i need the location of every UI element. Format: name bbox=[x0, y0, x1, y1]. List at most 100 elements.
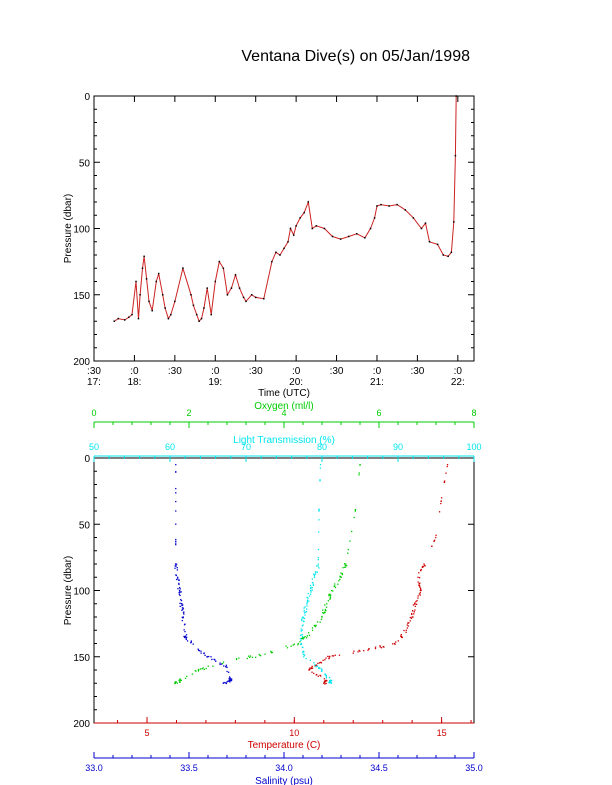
salinity-point bbox=[225, 665, 227, 668]
oxygen-point bbox=[238, 657, 240, 659]
x-tick-label-minute: :0 bbox=[211, 366, 220, 377]
data-point bbox=[242, 296, 245, 299]
salinity-point bbox=[228, 678, 230, 680]
data-point bbox=[164, 307, 166, 309]
salinity-point bbox=[184, 623, 186, 625]
x-tick-label-minute: :0 bbox=[130, 366, 139, 377]
light-point bbox=[303, 651, 305, 653]
oxygen-point bbox=[359, 464, 361, 466]
temperature-point bbox=[435, 534, 437, 536]
oxygen-point bbox=[341, 573, 343, 575]
oxygen-point bbox=[327, 600, 329, 602]
data-point bbox=[299, 217, 301, 219]
data-point bbox=[113, 320, 115, 322]
salinity-point bbox=[215, 660, 217, 662]
temperature-point bbox=[412, 604, 415, 606]
data-point bbox=[155, 280, 158, 283]
oxygen-axis-tick-label: 4 bbox=[281, 408, 286, 418]
temperature-point bbox=[323, 681, 325, 683]
time-series-chart: 050100150200:3017::018::30:019::30:020::… bbox=[63, 92, 475, 399]
oxygen-axis-tick-label: 8 bbox=[471, 408, 476, 418]
temperature-point bbox=[315, 674, 317, 676]
salinity-point bbox=[181, 609, 183, 611]
y-tick-label: 0 bbox=[84, 454, 90, 465]
light-point bbox=[315, 666, 317, 668]
oxygen-point bbox=[201, 668, 203, 670]
light-point bbox=[318, 510, 320, 512]
data-point bbox=[161, 294, 164, 296]
salinity-point bbox=[181, 616, 183, 619]
salinity-point bbox=[211, 658, 213, 661]
light-point bbox=[307, 592, 309, 595]
salinity-point bbox=[175, 471, 177, 473]
oxygen-point bbox=[346, 565, 348, 567]
oxygen-point bbox=[311, 627, 314, 629]
light-point bbox=[315, 571, 317, 573]
oxygen-point bbox=[338, 580, 340, 582]
light-point bbox=[325, 677, 327, 679]
oxygen-point bbox=[301, 637, 303, 640]
light-point bbox=[301, 629, 303, 631]
salinity-point bbox=[181, 604, 183, 607]
temperature-point bbox=[380, 647, 383, 649]
oxygen-point bbox=[325, 606, 328, 608]
temperature-point bbox=[357, 651, 359, 653]
salinity-point bbox=[175, 542, 177, 544]
temperature-point bbox=[417, 581, 419, 583]
light-point bbox=[300, 628, 302, 630]
oxygen-point bbox=[339, 578, 341, 581]
temperature-point bbox=[311, 671, 313, 673]
light-point bbox=[311, 578, 314, 580]
temperature-point bbox=[418, 584, 420, 586]
data-point bbox=[254, 296, 257, 299]
oxygen-point bbox=[325, 610, 327, 612]
oxygen-point bbox=[306, 635, 309, 637]
light-point bbox=[302, 653, 304, 655]
light-point bbox=[318, 666, 320, 669]
salinity-point bbox=[174, 565, 176, 567]
light-point bbox=[313, 574, 316, 576]
light-point bbox=[300, 618, 303, 621]
oxygen-point bbox=[319, 621, 321, 623]
temperature-point bbox=[325, 679, 327, 681]
data-point bbox=[424, 222, 427, 224]
temperature-point bbox=[320, 675, 322, 677]
salinity-point bbox=[204, 654, 206, 656]
light-point bbox=[309, 593, 312, 595]
temperature-axis-tick-label: 15 bbox=[437, 728, 447, 738]
light-point bbox=[308, 595, 311, 597]
salinity-point bbox=[179, 605, 181, 608]
salinity-point bbox=[203, 652, 205, 655]
salinity-point bbox=[175, 492, 177, 494]
oxygen-point bbox=[328, 595, 330, 597]
salinity-point bbox=[180, 591, 182, 593]
temperature-point bbox=[407, 622, 409, 624]
oxygen-point bbox=[270, 650, 272, 653]
temperature-point bbox=[405, 629, 407, 631]
light-point bbox=[310, 587, 312, 590]
salinity-point bbox=[178, 579, 180, 581]
light-point bbox=[317, 565, 319, 567]
data-point bbox=[454, 154, 457, 157]
light-point bbox=[310, 586, 312, 589]
light-point bbox=[319, 480, 321, 482]
light-point bbox=[319, 467, 322, 469]
data-point bbox=[200, 317, 203, 320]
temperature-point bbox=[414, 603, 416, 605]
data-point bbox=[226, 294, 229, 296]
temperature-point bbox=[367, 649, 369, 651]
temperature-point bbox=[418, 585, 421, 587]
oxygen-point bbox=[324, 608, 327, 611]
salinity-axis-title: Salinity (psu) bbox=[255, 776, 313, 785]
salinity-axis-tick-label: 35.0 bbox=[465, 763, 483, 773]
salinity-point bbox=[178, 586, 181, 589]
light-point bbox=[318, 531, 320, 533]
oxygen-axis-tick-label: 2 bbox=[186, 408, 191, 418]
oxygen-point bbox=[207, 665, 209, 667]
temperature-point bbox=[310, 667, 313, 670]
data-point bbox=[428, 241, 431, 243]
oxygen-point bbox=[235, 658, 238, 661]
light-point bbox=[299, 637, 302, 640]
oxygen-point bbox=[180, 679, 182, 682]
temperature-point bbox=[420, 589, 422, 591]
